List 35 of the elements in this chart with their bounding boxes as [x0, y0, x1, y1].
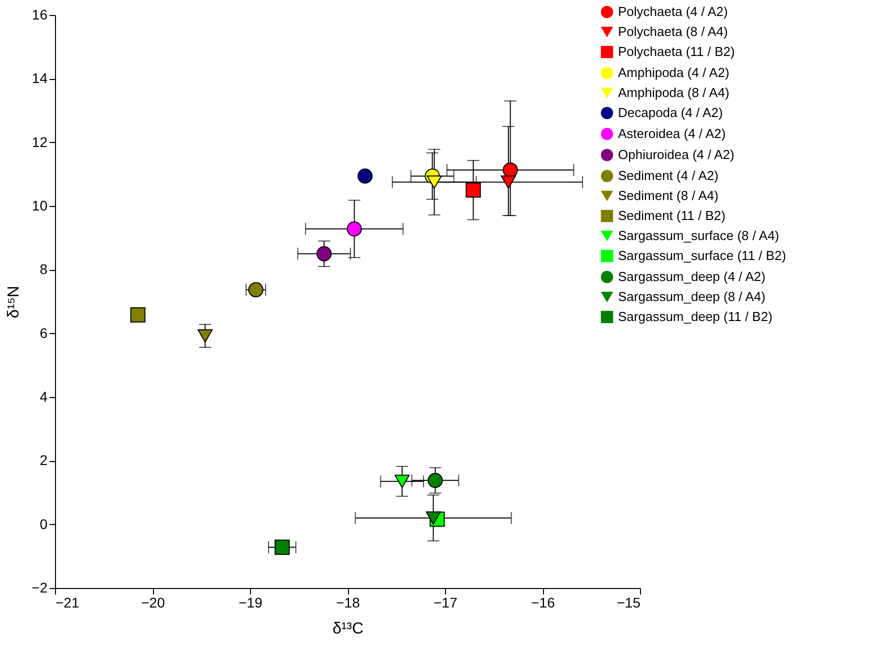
legend-label: Polychaeta (11 / B2) — [618, 44, 735, 59]
x-tick-label: −20 — [141, 594, 166, 610]
legend-label: Amphipoda (8 / A4) — [618, 85, 730, 100]
y-tick-label: 10 — [32, 198, 48, 214]
legend-label: Polychaeta (8 / A4) — [618, 24, 728, 39]
x-axis-title: δ¹³C — [332, 620, 364, 638]
x-tick-label: −16 — [531, 594, 556, 610]
y-tick-label: 14 — [32, 70, 48, 86]
legend-label: Sargassum_surface (11 / B2) — [618, 248, 786, 263]
y-tick-label: 8 — [40, 261, 48, 278]
legend-label: Sargassum_surface (8 / A4) — [618, 228, 780, 243]
x-tick-label: −15 — [616, 594, 641, 610]
legend-label: Sargassum_deep (11 / B2) — [618, 309, 772, 324]
y-tick-label: 16 — [32, 6, 48, 22]
x-tick-label: −21 — [56, 594, 80, 610]
y-tick-label: 2 — [40, 452, 48, 468]
x-tick-label: −17 — [434, 594, 458, 610]
x-tick-label: −18 — [336, 594, 360, 610]
legend-label: Polychaeta (4 / A2) — [618, 4, 728, 19]
legend-label: Amphipoda (4 / A2) — [618, 65, 730, 80]
legend-label: Sediment (8 / A4) — [618, 188, 718, 203]
legend-label: Sediment (4 / A2) — [618, 168, 718, 183]
x-tick-label: −19 — [238, 594, 263, 610]
y-tick-label: 4 — [40, 388, 48, 404]
legend-label: Decapoda (4 / A2) — [618, 105, 723, 120]
legend-label: Sargassum_deep (4 / A2) — [618, 269, 766, 284]
y-tick-label: 0 — [40, 516, 48, 532]
y-axis-title: δ¹⁵N — [6, 286, 23, 318]
legend-label: Ophiuroidea (4 / A2) — [618, 147, 734, 162]
legend-label: Sargassum_deep (8 / A4) — [618, 289, 766, 304]
legend-label: Asteroidea (4 / A2) — [618, 126, 726, 141]
y-tick-label: 6 — [40, 324, 48, 341]
y-tick-label: −2 — [32, 580, 48, 596]
legend-label: Sediment (11 / B2) — [618, 208, 726, 223]
y-tick-label: 12 — [32, 134, 48, 150]
